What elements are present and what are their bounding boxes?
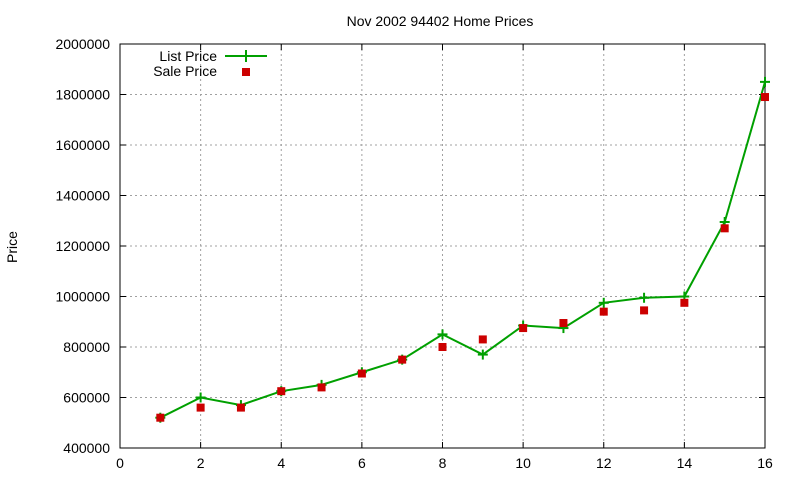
series-layer [155, 76, 770, 423]
chart-title: Nov 2002 94402 Home Prices [347, 13, 534, 29]
legend-marker-sale-price [242, 68, 250, 76]
axis-layer: 0 2 4 6 8 10 12 14 16 400000 600000 800000 1000000 12… [55, 36, 773, 471]
plot-frame [119, 43, 766, 449]
x-tick-label: 10 [515, 455, 531, 471]
legend-label-sale-price: Sale Price [153, 63, 217, 79]
sale-price-point [478, 335, 487, 344]
x-tick-label: 8 [439, 455, 447, 471]
sale-price-point [720, 224, 729, 233]
x-tick-label: 6 [358, 455, 366, 471]
sale-price-point [761, 93, 769, 102]
sale-price-point [317, 383, 326, 392]
list-price-point [477, 349, 488, 360]
list-price-point [639, 292, 650, 303]
sale-price-point [398, 355, 407, 364]
x-tick-label: 2 [197, 455, 205, 471]
sale-price-point [236, 403, 245, 412]
x-tick-label: 12 [596, 455, 612, 471]
y-axis-label: Price [4, 231, 20, 263]
legend: List Price Sale Price [153, 48, 267, 79]
y-tick-label: 600000 [63, 390, 110, 406]
list-price-point [598, 297, 609, 308]
y-tick-label: 1600000 [55, 137, 110, 153]
y-tick-label: 1200000 [55, 238, 110, 254]
legend-marker-list-price [240, 50, 252, 62]
sale-price-point [277, 387, 286, 396]
grid-layer [120, 44, 765, 448]
y-tick-label: 800000 [63, 339, 110, 355]
x-tick-label: 16 [757, 455, 773, 471]
list-price-point [195, 392, 206, 403]
y-tick-label: 1800000 [55, 87, 110, 103]
series-line-list-price [159, 81, 766, 419]
sale-price-point [438, 343, 447, 351]
sale-price-point [559, 319, 568, 328]
sale-price-point [519, 324, 528, 333]
legend-label-list-price: List Price [159, 48, 217, 64]
sale-price-point [680, 298, 689, 307]
list-price-point [437, 329, 448, 340]
y-tick-label: 400000 [63, 440, 110, 456]
sale-price-point [640, 306, 649, 315]
sale-price-point [156, 413, 165, 422]
sale-price-point [357, 369, 366, 378]
y-tick-label: 2000000 [55, 36, 110, 52]
sale-price-point [196, 403, 205, 412]
x-tick-label: 14 [677, 455, 693, 471]
x-tick-label: 0 [116, 455, 124, 471]
x-tick-label: 4 [277, 455, 285, 471]
y-tick-label: 1000000 [55, 289, 110, 305]
sale-price-point [599, 307, 608, 316]
y-tick-label: 1400000 [55, 188, 110, 204]
list-price-point [760, 76, 770, 87]
